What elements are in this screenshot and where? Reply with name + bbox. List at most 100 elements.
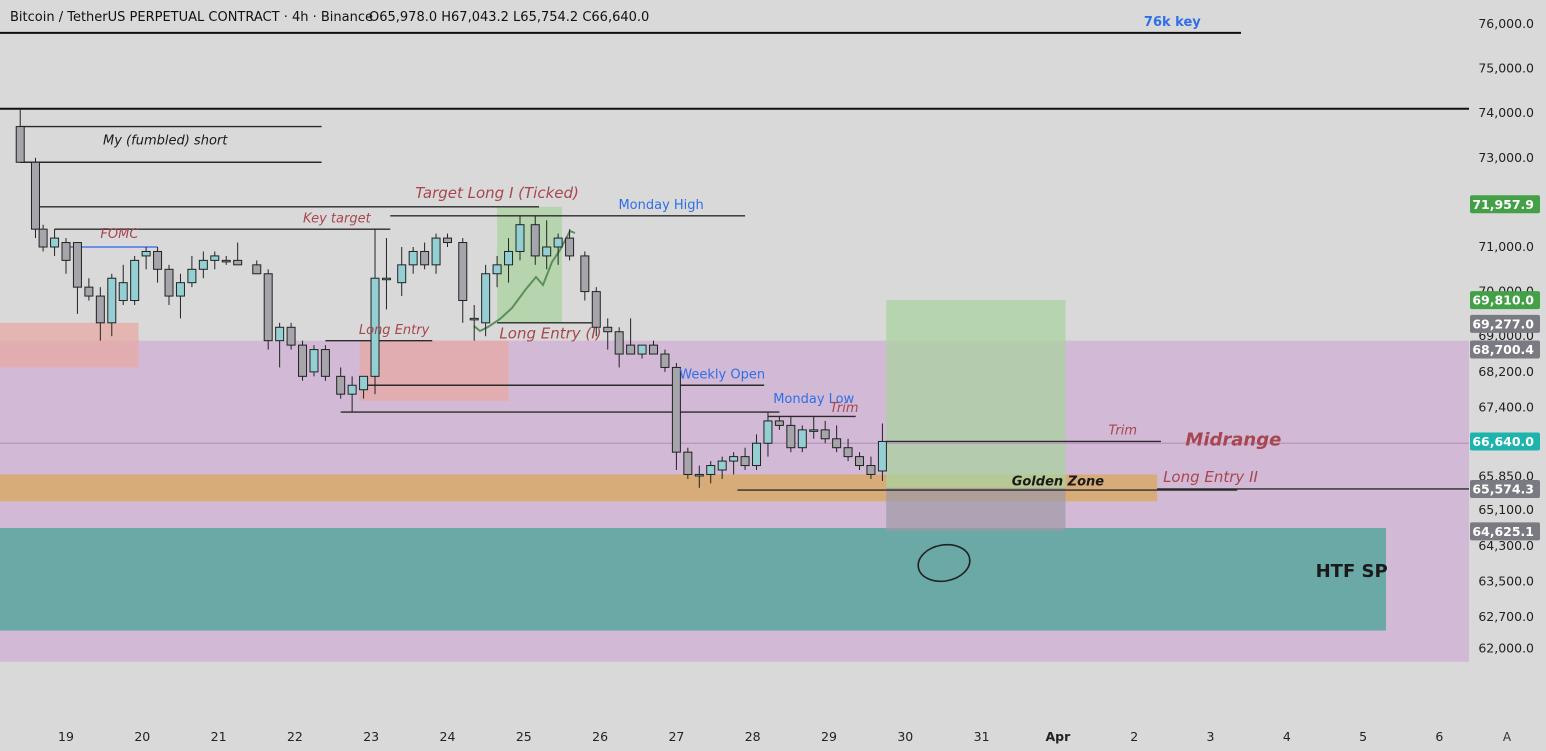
candle [729, 452, 739, 475]
time-axis[interactable] [0, 720, 1469, 751]
candle-body [50, 237, 60, 248]
candle-body [515, 224, 525, 252]
candle [141, 247, 151, 270]
price-axis[interactable] [1469, 0, 1546, 751]
price-tick-label: 71,000.0 [1478, 239, 1534, 254]
candle [153, 247, 163, 283]
candle-body [774, 420, 784, 426]
candle [504, 238, 514, 283]
candle [359, 375, 369, 399]
candle [843, 438, 853, 462]
time-tick-label: 19 [58, 729, 74, 744]
annotation-long-entry-ii[interactable]: Long Entry II [1163, 468, 1258, 486]
annotation-trim[interactable]: Trim [1108, 423, 1137, 438]
candle [492, 255, 502, 288]
annotation-htf-sp[interactable]: HTF SP [1316, 561, 1388, 582]
candle [660, 349, 670, 372]
annotation-target-long-i-ticked[interactable]: Target Long I (Ticked) [415, 184, 579, 202]
price-label-text: 65,574.3 [1472, 481, 1534, 496]
candle-body [626, 344, 636, 355]
candle-body [866, 465, 876, 475]
annotation-key-target[interactable]: Key target [303, 211, 372, 226]
candle [381, 238, 391, 310]
red-zone-mid[interactable] [359, 340, 509, 401]
candle-body [61, 242, 71, 261]
time-tick-label: 5 [1359, 729, 1367, 744]
auto-scale-button[interactable]: A [1503, 730, 1512, 744]
stop-box[interactable] [886, 487, 1066, 532]
annotation-monday-low[interactable]: Monday Low [773, 392, 854, 407]
time-tick-label: 3 [1207, 729, 1215, 744]
candle [481, 264, 491, 337]
annotation-76k-key[interactable]: 76k key [1144, 15, 1201, 30]
candle-body [84, 286, 94, 297]
candle [458, 238, 468, 323]
candle-body [740, 456, 750, 467]
price-label-box [1470, 314, 1540, 333]
annotation-trim[interactable]: Trim [830, 401, 859, 416]
candle [809, 416, 819, 439]
annotation-golden-zone[interactable]: Golden Zone [1012, 475, 1105, 490]
time-tick-label: 25 [516, 729, 532, 744]
candle-body [107, 277, 117, 324]
price-tick-label: 67,400.0 [1478, 400, 1534, 415]
price-tick-label: 62,000.0 [1478, 640, 1534, 655]
candle [683, 447, 693, 479]
candle [580, 251, 590, 301]
candle-body [694, 473, 704, 477]
price-label-text: 69,277.0 [1472, 316, 1534, 331]
candle-body [309, 349, 319, 373]
candle-body [809, 429, 819, 432]
candle-body [381, 277, 391, 281]
price-label: 65,574.3 [1470, 479, 1540, 498]
candle [469, 304, 479, 341]
candle-body [504, 250, 514, 266]
candle [797, 425, 807, 453]
time-tick-label: 24 [440, 729, 456, 744]
candle [774, 416, 784, 430]
candle-body [752, 442, 762, 467]
annotation-fomc[interactable]: FOMC [100, 227, 139, 242]
candle-body [130, 259, 140, 302]
price-tick-label: 65,100.0 [1478, 502, 1534, 517]
candle [252, 260, 262, 275]
candle-body [580, 255, 590, 293]
candle [30, 157, 40, 239]
time-tick-label: 6 [1435, 729, 1443, 744]
annotation-long-entry[interactable]: Long Entry [359, 323, 430, 338]
price-tick-label: 76,000.0 [1478, 16, 1534, 31]
candle-body [530, 224, 540, 257]
annotation-midrange[interactable]: Midrange [1185, 429, 1281, 450]
price-label: 71,957.9 [1470, 195, 1540, 214]
annotation-weekly-open[interactable]: Weekly Open [679, 368, 765, 383]
price-label-text: 64,625.1 [1472, 524, 1534, 539]
candle-body [542, 246, 552, 257]
candle [72, 242, 82, 314]
candle-body [286, 326, 296, 346]
candle [694, 465, 704, 488]
candle [614, 327, 624, 368]
price-label-box [1470, 479, 1540, 498]
annotation-monday-high[interactable]: Monday High [618, 198, 703, 213]
price-tick-label: 65,850.0 [1478, 469, 1534, 484]
candle-body [72, 242, 82, 288]
annotation-long-entry-i[interactable]: Long Entry (I) [499, 324, 601, 342]
candle-body [397, 264, 407, 284]
annotation-my-fumbled-short[interactable]: My (fumbled) short [103, 133, 228, 148]
candle-body [832, 438, 842, 449]
candle [175, 273, 185, 319]
candle [706, 461, 716, 484]
price-tick-label: 73,000.0 [1478, 150, 1534, 165]
candle-body [469, 317, 479, 321]
candle-body [336, 375, 346, 395]
candle-body [614, 331, 624, 355]
candle [431, 233, 441, 274]
green-box-target[interactable] [886, 300, 1066, 488]
candle [221, 255, 231, 265]
time-tick-label: Apr [1046, 729, 1072, 744]
ohlc-readout: O65,978.0 H67,043.2 L65,754.2 C66,640.0 [369, 10, 649, 25]
red-zone-left[interactable] [0, 322, 139, 368]
candle [820, 420, 830, 444]
htf-sp-zone[interactable] [0, 527, 1386, 631]
